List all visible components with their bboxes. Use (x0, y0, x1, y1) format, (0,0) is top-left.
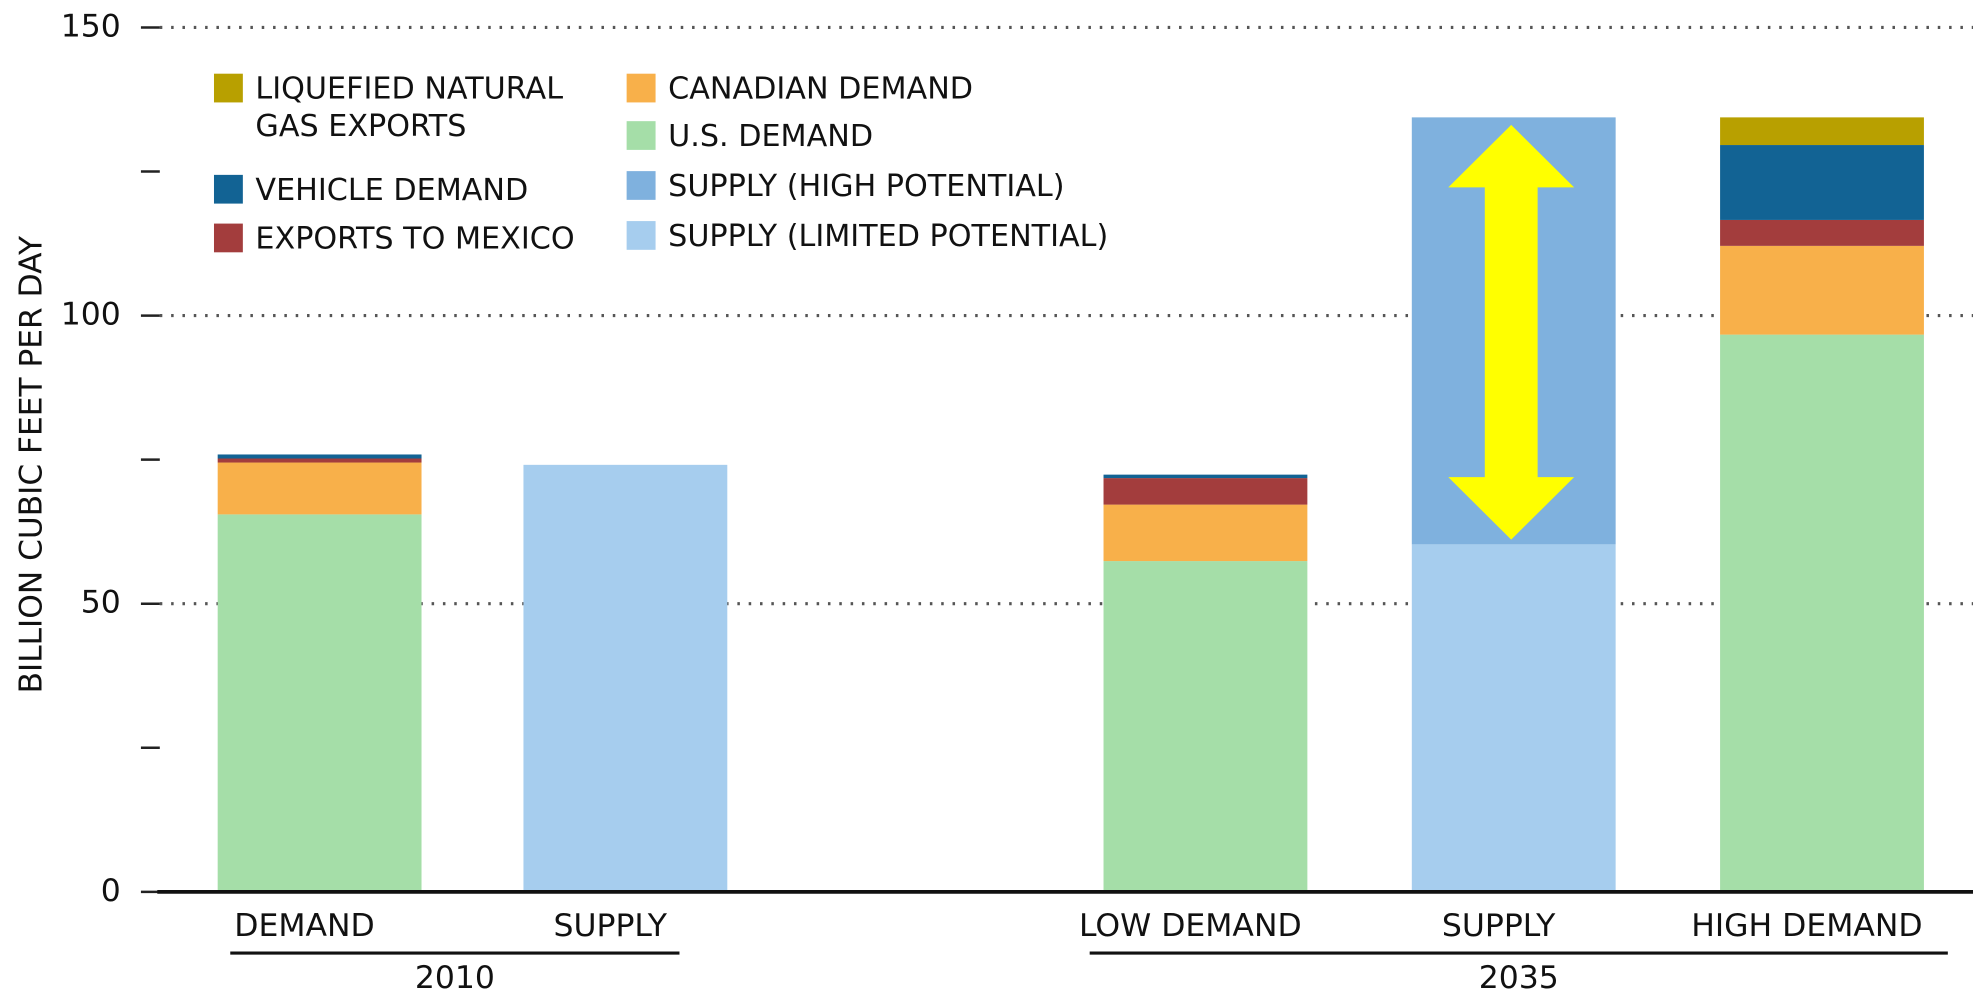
y-tick-label: 0 (101, 873, 121, 909)
legend-entry: LIQUEFIED NATURAL GAS EXPORTS (213, 70, 595, 145)
x-tick-label: SUPPLY (554, 908, 668, 944)
bar-segment (1720, 219, 1924, 246)
legend-entry: CANADIAN DEMAND (626, 70, 974, 107)
legend-label: LIQUEFIED NATURAL GAS EXPORTS (255, 71, 564, 144)
bar-segment (1103, 561, 1308, 892)
bar-segment (217, 462, 422, 515)
legend-swatch (626, 221, 656, 250)
x-tick-label: SUPPLY (1442, 908, 1556, 944)
bar-segment (523, 464, 728, 892)
legend: LIQUEFIED NATURAL GAS EXPORTS VEHICLE DEM… (213, 65, 1170, 277)
legend-entry: VEHICLE DEMAND (213, 171, 529, 208)
bar-segment (1720, 145, 1924, 220)
legend-swatch (626, 73, 656, 103)
legend-entry: EXPORTS TO MEXICO (213, 220, 575, 257)
bar-segment (1411, 544, 1616, 892)
group-label: 2010 (415, 960, 495, 996)
bar-segment (217, 514, 422, 892)
y-axis-label: BILLION CUBIC FEET PER DAY (14, 235, 50, 693)
legend-label: U.S. DEMAND (668, 118, 874, 154)
legend-swatch (626, 121, 656, 150)
x-tick-label: DEMAND (234, 908, 374, 944)
legend-label: SUPPLY (HIGH POTENTIAL) (668, 168, 1065, 204)
group-label: 2035 (1479, 960, 1559, 996)
y-tick-label: 100 (61, 297, 121, 333)
bar-segment (1720, 334, 1924, 892)
bar-segment (1103, 474, 1308, 479)
legend-swatch (626, 171, 656, 200)
bar-segment (217, 458, 422, 463)
y-tick-label: 150 (61, 9, 121, 45)
legend-box: LIQUEFIED NATURAL GAS EXPORTS VEHICLE DEM… (213, 65, 1170, 277)
range-arrow (1448, 124, 1575, 540)
legend-entry: SUPPLY (LIMITED POTENTIAL) (626, 217, 1109, 254)
x-tick-label: HIGH DEMAND (1691, 908, 1922, 944)
legend-label: EXPORTS TO MEXICO (255, 221, 575, 257)
legend-entry: U.S. DEMAND (626, 117, 874, 154)
grid (159, 25, 1973, 606)
x-tick-label: LOW DEMAND (1079, 908, 1302, 944)
legend-swatch (213, 223, 243, 253)
bar-segment (1103, 478, 1308, 505)
legend-swatch (213, 174, 243, 204)
bar-segment (217, 454, 422, 459)
legend-label: CANADIAN DEMAND (668, 71, 974, 107)
bar-segment (1720, 245, 1924, 335)
bar-segment (1720, 117, 1924, 146)
legend-entry: SUPPLY (HIGH POTENTIAL) (626, 167, 1065, 204)
legend-label: VEHICLE DEMAND (255, 172, 529, 208)
legend-swatch (213, 73, 243, 103)
bar-segment (1103, 504, 1308, 562)
legend-label: SUPPLY (LIMITED POTENTIAL) (668, 218, 1109, 254)
y-tick-label: 50 (81, 585, 121, 621)
